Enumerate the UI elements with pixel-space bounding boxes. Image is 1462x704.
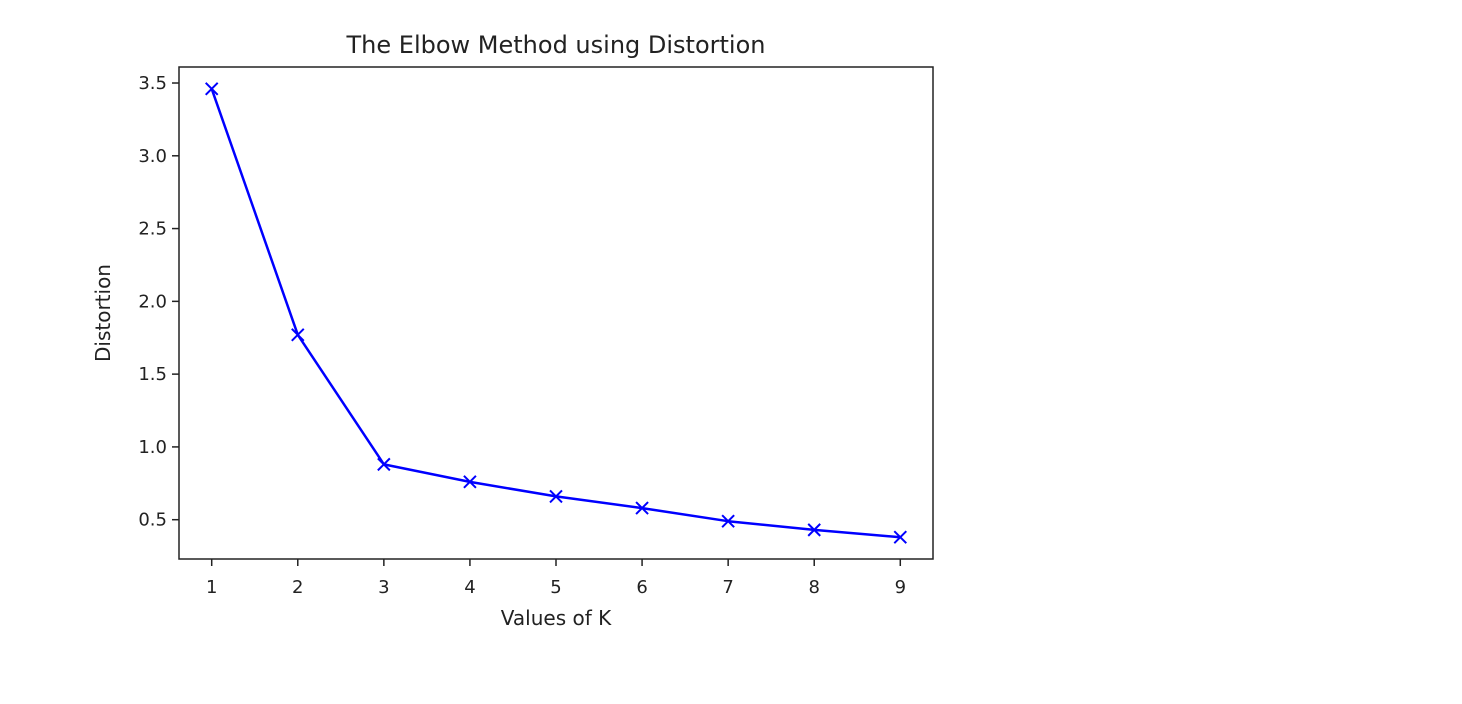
y-tick-label: 0.5 — [138, 510, 167, 531]
x-tick-label: 7 — [722, 577, 733, 598]
x-tick-label: 5 — [550, 577, 561, 598]
data-point-marker — [463, 475, 477, 489]
y-tick-label: 2.5 — [138, 219, 167, 240]
y-tick-label: 3.5 — [138, 73, 167, 94]
plot-area — [178, 66, 934, 560]
data-point-marker — [377, 457, 391, 472]
chart-title: The Elbow Method using Distortion — [346, 31, 766, 59]
data-point-marker — [807, 523, 821, 537]
x-tick-label: 4 — [464, 577, 475, 598]
y-tick-label: 1.0 — [138, 437, 167, 458]
x-tick-label: 3 — [378, 577, 389, 598]
x-tick-label: 8 — [808, 577, 819, 598]
x-tick-label: 6 — [636, 577, 647, 598]
y-axis: 0.5 1.0 1.5 2.0 2.5 3.0 3.5 — [138, 73, 179, 531]
x-tick-label: 9 — [895, 577, 906, 598]
y-tick-label: 3.0 — [138, 146, 167, 167]
data-point-marker — [205, 82, 219, 96]
y-tick-label: 2.0 — [138, 291, 167, 312]
x-axis-label: Values of K — [501, 606, 612, 630]
data-point-marker — [721, 514, 735, 528]
data-point-marker — [291, 328, 305, 342]
y-axis-label: Distortion — [91, 264, 115, 362]
data-point-marker — [893, 530, 907, 544]
y-tick-label: 1.5 — [138, 364, 167, 385]
x-axis: 1 2 3 4 5 6 7 8 9 — [206, 559, 906, 598]
x-tick-label: 2 — [292, 577, 303, 598]
x-tick-label: 1 — [206, 577, 217, 598]
series-layer — [205, 82, 907, 544]
data-point-marker — [549, 489, 563, 504]
data-point-marker — [635, 501, 649, 515]
